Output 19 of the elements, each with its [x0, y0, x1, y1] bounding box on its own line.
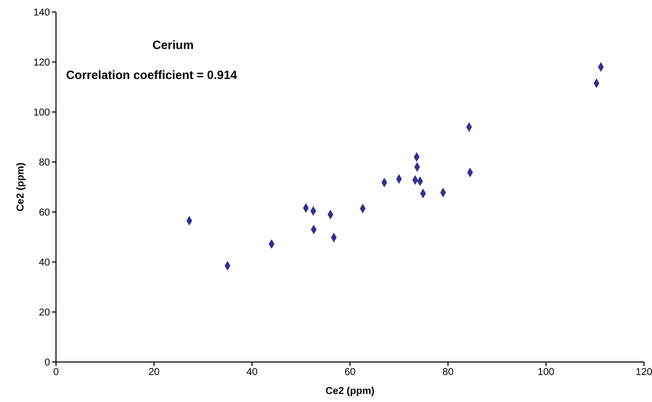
y-tick-label: 120: [33, 58, 50, 69]
x-axis-title: Ce2 (ppm): [326, 386, 374, 397]
y-axis-title: Ce2 (ppm): [16, 162, 27, 212]
y-tick-label: 40: [38, 258, 50, 269]
text: Cerium: [151, 38, 195, 52]
annotation: Correlation coefficient = 0.914: [66, 68, 238, 82]
x-tick-label: 0: [53, 367, 60, 378]
y-tick-label: 80: [38, 158, 50, 169]
y-tick-label: 60: [38, 208, 50, 219]
x-tick-label: 100: [538, 367, 555, 378]
y-tick-label: 140: [33, 8, 50, 19]
x-tick-label: 80: [442, 367, 454, 378]
y-tick-label: 0: [44, 358, 50, 369]
x-tick-label: 40: [246, 367, 258, 378]
x-tick-label: 20: [148, 367, 160, 378]
y-tick-label: 100: [33, 108, 50, 119]
x-tick-label: 120: [636, 367, 652, 378]
x-tick-label: 60: [344, 367, 356, 378]
y-tick-label: 20: [38, 308, 50, 319]
